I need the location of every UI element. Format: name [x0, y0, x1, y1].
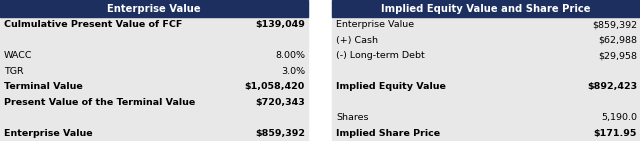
Text: Culmulative Present Value of FCF: Culmulative Present Value of FCF	[4, 20, 182, 29]
Text: Implied Share Price: Implied Share Price	[336, 129, 440, 138]
Text: $139,049: $139,049	[255, 20, 305, 29]
Text: $859,392: $859,392	[592, 20, 637, 29]
Text: Enterprise Value: Enterprise Value	[107, 4, 201, 14]
Text: $859,392: $859,392	[255, 129, 305, 138]
Text: $892,423: $892,423	[587, 82, 637, 91]
Text: (+) Cash: (+) Cash	[336, 36, 378, 45]
Text: 8.00%: 8.00%	[275, 51, 305, 60]
Text: Shares: Shares	[336, 113, 369, 122]
Bar	[0, 0, 308, 141]
Bar	[0, 0, 308, 17]
Bar	[332, 0, 640, 141]
Text: 5,190.0: 5,190.0	[601, 113, 637, 122]
Text: Implied Equity Value: Implied Equity Value	[336, 82, 446, 91]
Text: $720,343: $720,343	[255, 98, 305, 107]
Text: Enterprise Value: Enterprise Value	[4, 129, 93, 138]
Text: Present Value of the Terminal Value: Present Value of the Terminal Value	[4, 98, 195, 107]
Text: Implied Equity Value and Share Price: Implied Equity Value and Share Price	[381, 4, 591, 14]
Text: Enterprise Value: Enterprise Value	[336, 20, 414, 29]
Text: WACC: WACC	[4, 51, 33, 60]
Text: TGR: TGR	[4, 67, 24, 76]
Text: (-) Long-term Debt: (-) Long-term Debt	[336, 51, 425, 60]
Text: Terminal Value: Terminal Value	[4, 82, 83, 91]
Text: $62,988: $62,988	[598, 36, 637, 45]
Text: $171.95: $171.95	[594, 129, 637, 138]
Bar	[332, 0, 640, 17]
Text: $29,958: $29,958	[598, 51, 637, 60]
Text: $1,058,420: $1,058,420	[244, 82, 305, 91]
Text: 3.0%: 3.0%	[281, 67, 305, 76]
